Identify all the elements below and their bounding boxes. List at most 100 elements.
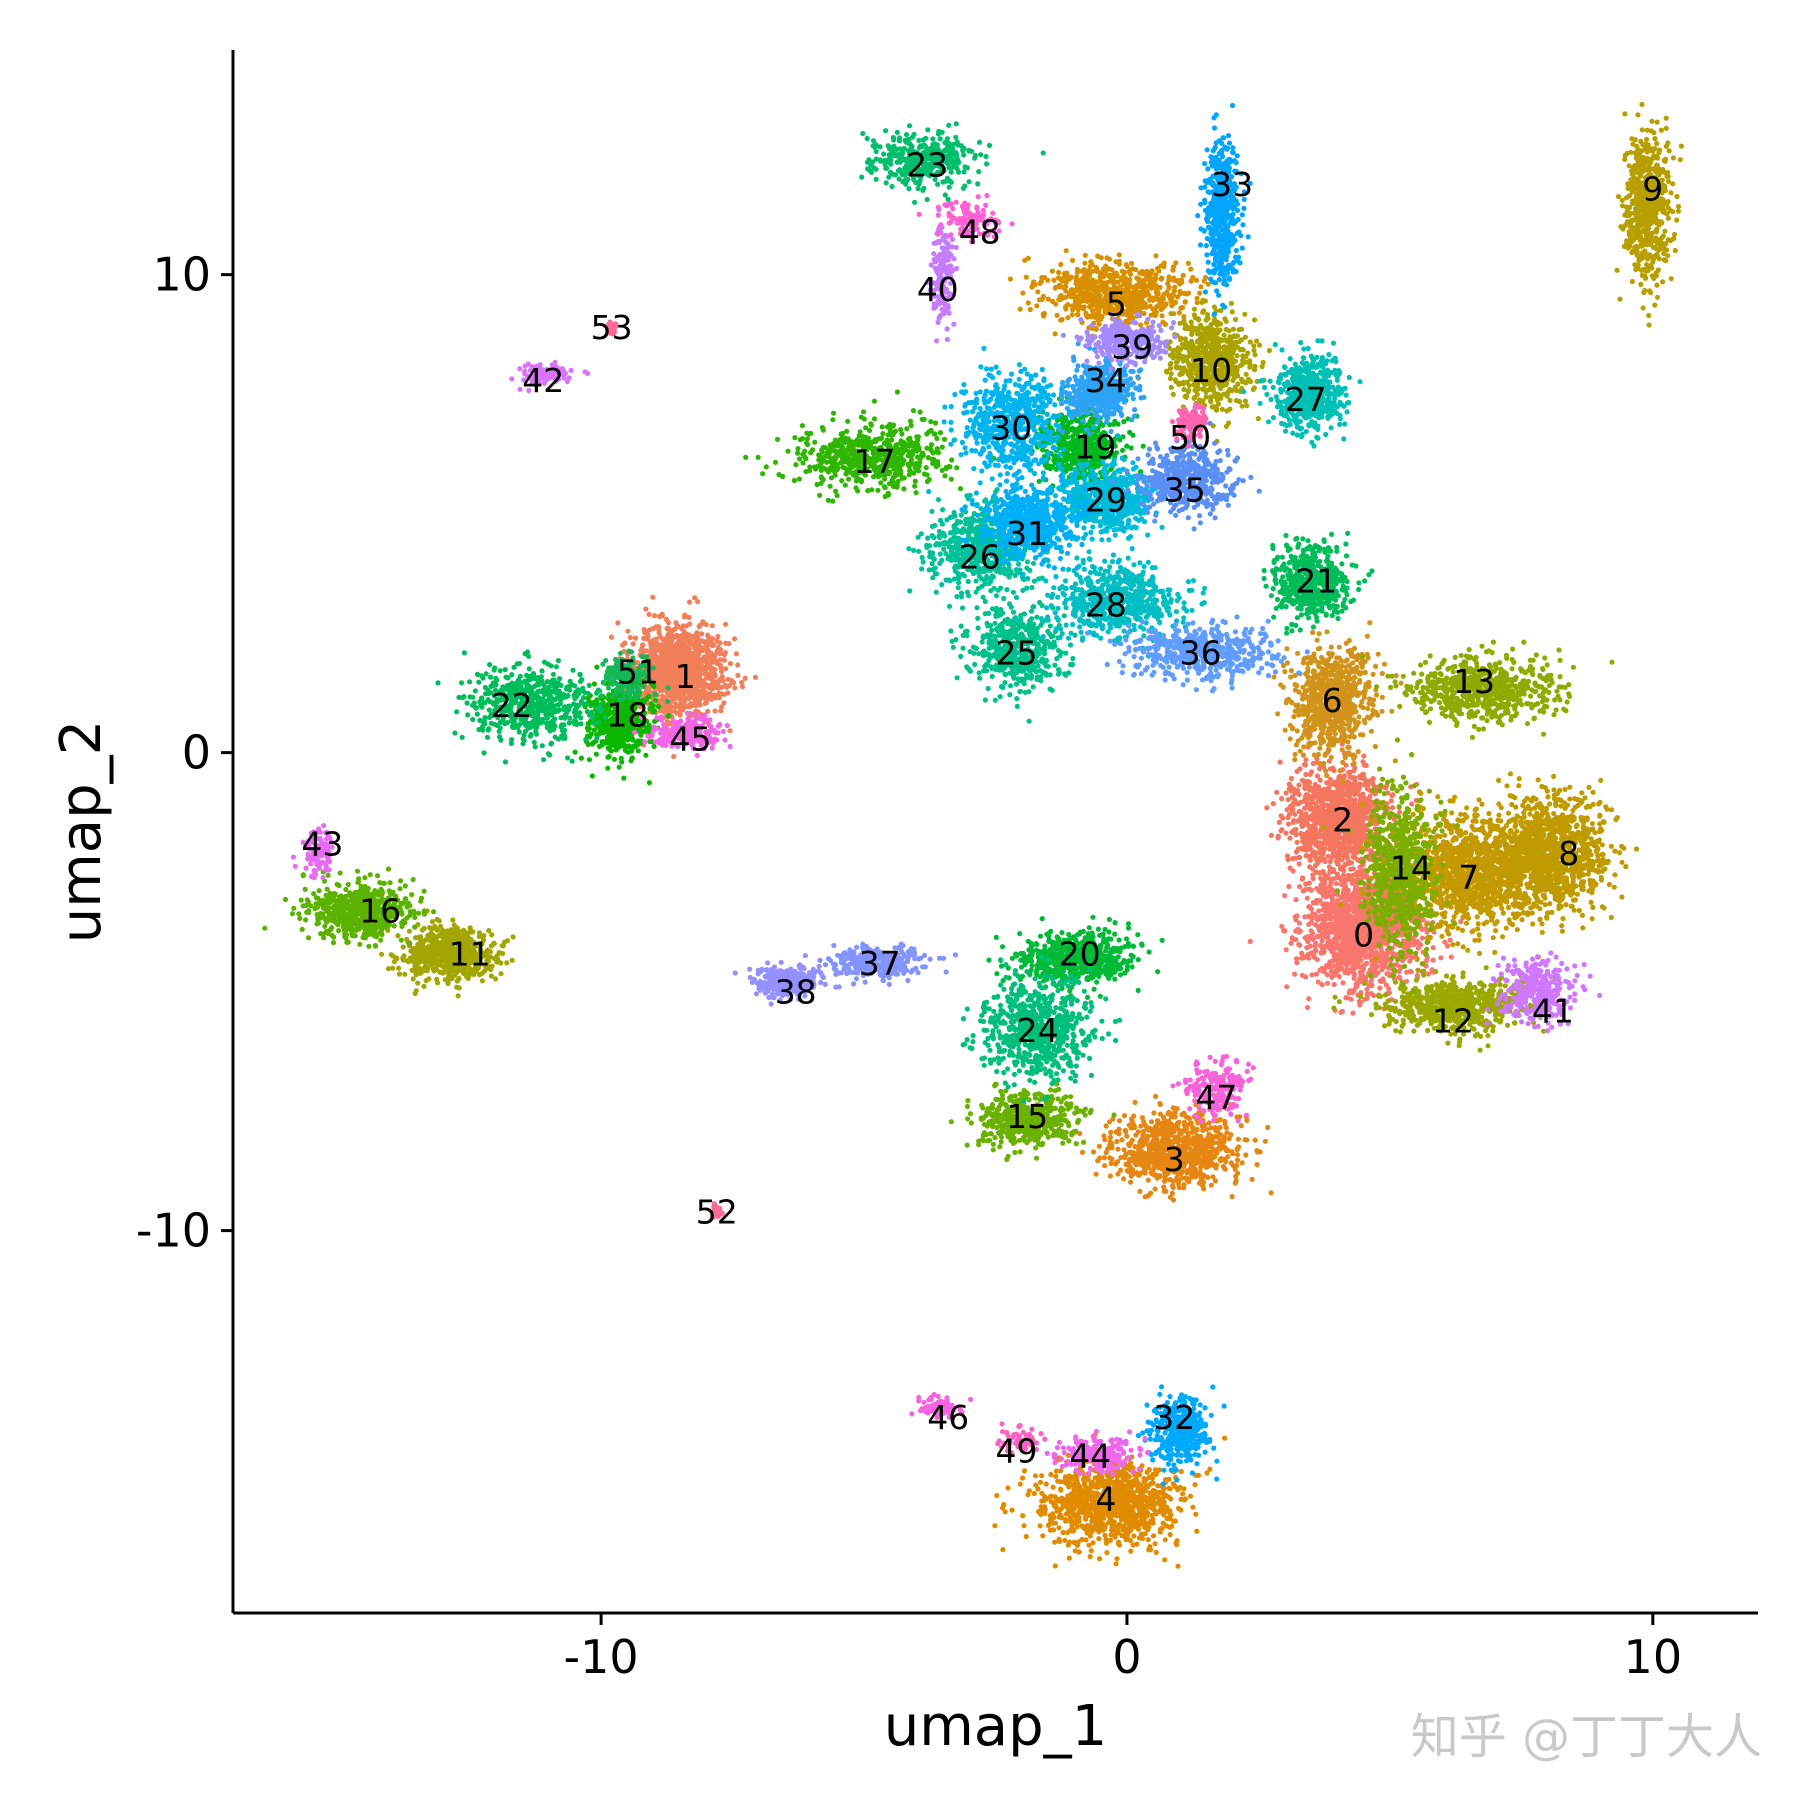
cell-point [628,635,633,640]
cell-point [652,613,657,618]
cell-point [1289,776,1294,781]
cell-point [1062,1538,1067,1543]
cell-point [1351,878,1356,883]
cell-point [1354,904,1359,909]
cell-point [1101,1133,1106,1138]
cell-point [668,630,673,635]
cell-point [1143,1140,1148,1145]
cell-point [615,620,620,625]
cell-point [1297,809,1302,814]
cell-point [1315,861,1320,866]
cell-point [1326,939,1331,944]
cell-point [722,652,727,657]
cell-point [1343,923,1348,928]
cell-point [1312,831,1317,836]
cell-point [727,728,732,733]
cell-point [1164,1133,1169,1138]
cell-point [1328,781,1333,786]
cell-point [694,630,699,635]
cell-point [1314,972,1319,977]
cell-point [1357,870,1362,875]
cell-point [1152,1131,1157,1136]
cell-point [1343,995,1348,1000]
cell-point [1337,848,1342,853]
cell-point [1315,957,1320,962]
cell-point [725,690,730,695]
cell-point [1318,796,1323,801]
cell-point [693,641,698,646]
cell-point [1345,905,1350,910]
cell-point [1192,1136,1197,1141]
cell-point [1234,1163,1239,1168]
cell-point [1243,1137,1248,1142]
cell-point [1269,833,1274,838]
cell-point [1347,774,1352,779]
cell-point [717,651,722,656]
cell-point [708,650,713,655]
cell-point [1277,820,1282,825]
cell-point [1239,1123,1244,1128]
cell-point [1143,1171,1148,1176]
cell-point [1306,836,1311,841]
cell-point [1352,963,1357,968]
cell-point [1342,845,1347,850]
cell-point [1171,1185,1176,1190]
cell-point [1431,945,1436,950]
cell-point [1409,969,1414,974]
cell-point [1115,1171,1120,1176]
cell-point [1321,918,1326,923]
cell-point [1284,790,1289,795]
cell-point [1108,1130,1113,1135]
cell-point [1217,1157,1222,1162]
cell-point [1314,843,1319,848]
cell-point [1300,875,1305,880]
cell-point [620,643,625,648]
cell-point [631,641,636,646]
cell-point [1352,765,1357,770]
cell-point [1287,782,1292,787]
cell-point [1329,975,1334,980]
cell-point [664,617,669,622]
cell-point [1200,1124,1205,1129]
cell-point [650,595,655,600]
cell-point [1154,1550,1159,1555]
cell-point [1149,1171,1154,1176]
cell-point [1138,1124,1143,1129]
cell-point [1209,1183,1214,1188]
cell-point [1115,1556,1120,1561]
cell-point [1350,1011,1355,1016]
cell-point [724,685,729,690]
cell-point [1341,892,1346,897]
cell-point [659,649,664,654]
cell-point [1235,1152,1240,1157]
cell-point [1317,928,1322,933]
cell-point [1248,939,1253,944]
cell-point [667,677,672,682]
cell-point [1121,1176,1126,1181]
cell-point [1307,802,1312,807]
cell-point [1285,815,1290,820]
cell-point [703,668,708,673]
cell-point [1307,815,1312,820]
cell-point [661,637,666,642]
cell-point [1323,888,1328,893]
cell-point [1296,783,1301,788]
cell-point [1297,943,1302,948]
cell-point [1165,1121,1170,1126]
cell-point [1149,1151,1154,1156]
cell-point [1149,1119,1154,1124]
cell-point [1056,1525,1061,1530]
cell-point [719,704,724,709]
cell-point [687,642,692,647]
cell-point [1327,959,1332,964]
cell-point [1052,1540,1057,1545]
cell-point [1306,953,1311,958]
cell-point [1190,1130,1195,1135]
cell-point [1343,886,1348,891]
cell-point [1325,901,1330,906]
cell-point [667,647,672,652]
cell-point [686,615,691,620]
cell-point [705,657,710,662]
cell-point [1288,866,1293,871]
